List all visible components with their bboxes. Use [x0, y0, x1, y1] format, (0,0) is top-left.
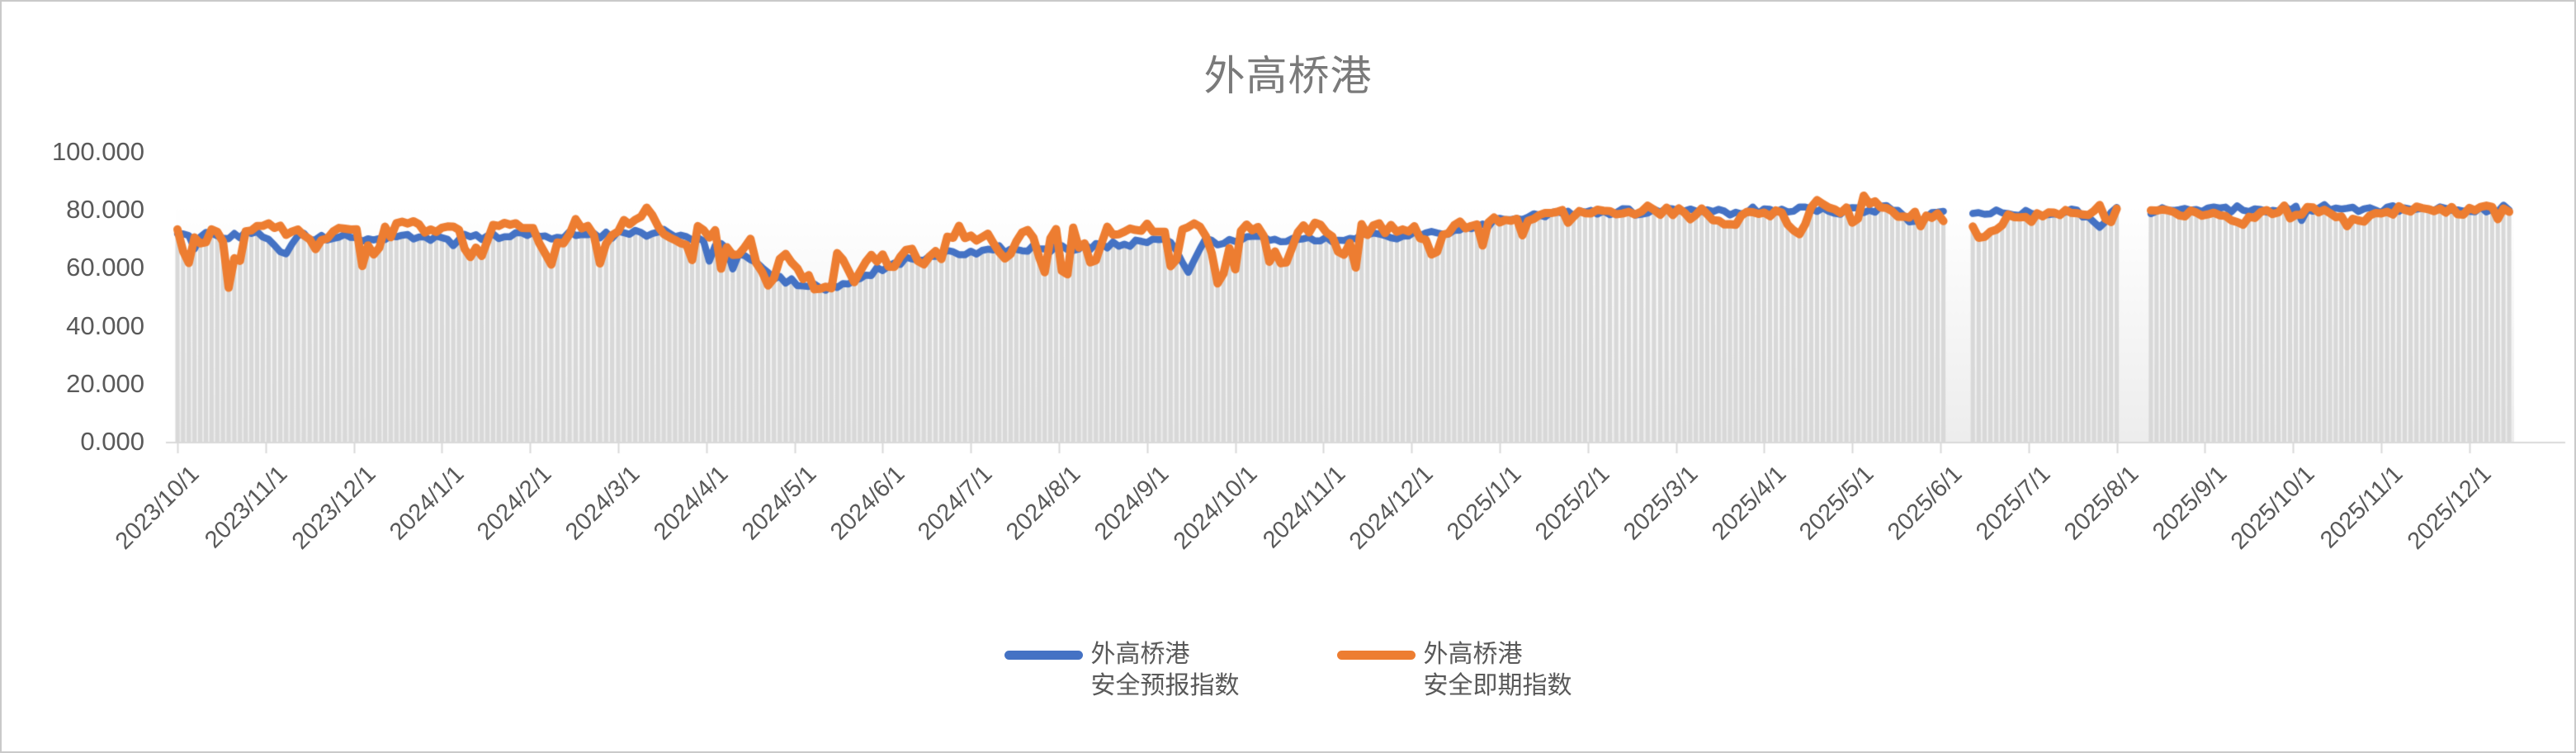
x-axis-tick-label: 2025/8/1: [2058, 461, 2144, 546]
y-axis-tick-label: 0.000: [80, 427, 144, 456]
legend-item-label: 外高桥港 安全预报指数: [1090, 641, 1240, 699]
y-axis-tick-label: 60.000: [66, 253, 144, 282]
legend: 外高桥港 安全预报指数 外高桥港 安全即期指数: [2, 639, 2574, 702]
x-axis-tick-label: 2023/12/1: [286, 461, 381, 555]
x-axis-tick-label: 2025/12/1: [2402, 461, 2497, 555]
legend-line-swatch-icon: [1004, 651, 1083, 660]
legend-line-swatch-icon: [1336, 651, 1416, 660]
x-axis-tick-label: 2025/2/1: [1529, 461, 1615, 546]
x-axis-tick-label: 2025/1/1: [1442, 461, 1527, 546]
legend-item-label: 外高桥港 安全即期指数: [1423, 641, 1572, 699]
legend-item-spot-index: 外高桥港 安全即期指数: [1336, 639, 1572, 702]
x-axis-tick-label: 2025/7/1: [1970, 461, 2056, 546]
legend-item-forecast-index: 外高桥港 安全预报指数: [1004, 639, 1240, 702]
x-axis-tick-label: 2025/5/1: [1794, 461, 1879, 546]
y-axis-tick-label: 20.000: [66, 368, 144, 398]
x-axis-tick-label: 2024/3/1: [560, 461, 645, 546]
x-axis-tick-label: 2025/3/1: [1618, 461, 1704, 546]
y-axis-tick-label: 100.000: [51, 137, 144, 166]
x-axis-tick-label: 2024/8/1: [1001, 461, 1086, 546]
x-axis-tick-label: 2025/4/1: [1706, 461, 1792, 546]
x-axis-tick-label: 2024/1/1: [384, 461, 470, 546]
x-axis-tick-label: 2024/12/1: [1344, 461, 1439, 555]
y-axis-tick-label: 80.000: [66, 195, 144, 225]
x-axis-tick-label: 2025/6/1: [1883, 461, 1968, 546]
x-axis-tick-label: 2024/5/1: [736, 461, 822, 546]
y-axis-tick-label: 40.000: [66, 310, 144, 340]
x-axis-tick-label: 2024/2/1: [472, 461, 557, 546]
x-axis-tick-label: 2024/7/1: [913, 461, 998, 546]
x-axis-tick-label: 2024/6/1: [825, 461, 910, 546]
x-axis-tick-label: 2024/4/1: [648, 461, 734, 546]
